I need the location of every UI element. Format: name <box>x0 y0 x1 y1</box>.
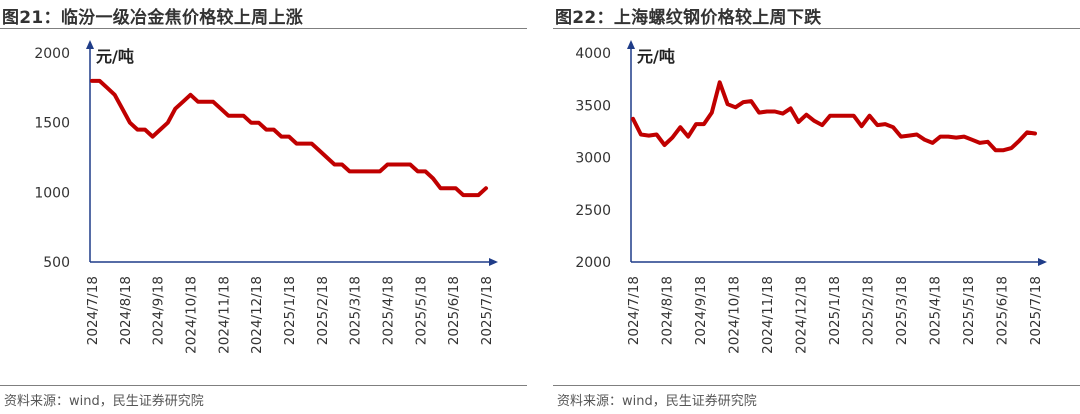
y-unit-label: 元/吨 <box>637 47 675 66</box>
x-tick-label: 2024/10/18 <box>727 276 743 354</box>
x-tick-label: 2024/7/18 <box>626 276 642 345</box>
x-tick-label: 2025/2/18 <box>315 276 331 345</box>
y-tick-label: 3000 <box>575 151 611 167</box>
y-tick-label: 4000 <box>575 46 611 62</box>
x-tick-label: 2025/1/18 <box>282 276 298 345</box>
y-tick-label: 1000 <box>34 185 70 201</box>
x-tick-label: 2024/9/18 <box>151 276 167 345</box>
x-tick-label: 2025/2/18 <box>861 276 877 345</box>
series-line <box>631 80 1037 153</box>
x-tick-label: 2025/3/18 <box>348 276 364 345</box>
x-tick-label: 2024/10/18 <box>184 276 200 354</box>
y-tick-label: 1500 <box>34 116 70 132</box>
x-tick-label: 2024/12/18 <box>794 276 810 354</box>
x-axis-arrow-icon <box>489 258 498 266</box>
y-tick-label: 2000 <box>34 46 70 62</box>
title-rule <box>0 28 527 29</box>
source-note: 资料来源：wind，民生证券研究院 <box>4 394 204 409</box>
x-tick-label: 2025/3/18 <box>894 276 910 345</box>
x-tick-label: 2025/1/18 <box>827 276 843 345</box>
chart-panel-rebar: 图22：上海螺纹钢价格较上周下跌 元/吨 2000 2500 3000 3500 4000… <box>553 0 1080 414</box>
x-tick-label: 2025/7/18 <box>479 276 495 345</box>
x-tick-label: 2024/11/18 <box>216 276 232 354</box>
x-tick-label: 2025/4/18 <box>928 276 944 345</box>
y-axis-arrow-icon <box>86 40 94 49</box>
x-tick-label: 2024/8/18 <box>118 276 134 345</box>
x-axis-arrow-icon <box>1038 258 1047 266</box>
x-tick-label: 2025/6/18 <box>446 276 462 345</box>
chart-title: 图22：上海螺纹钢价格较上周下跌 <box>555 8 822 28</box>
x-tick-label: 2025/6/18 <box>995 276 1011 345</box>
x-tick-label: 2024/8/18 <box>660 276 676 345</box>
source-rule <box>0 385 527 386</box>
y-tick-label: 2000 <box>575 255 611 271</box>
chart-title: 图21：临汾一级冶金焦价格较上周上涨 <box>2 8 304 28</box>
source-note: 资料来源：wind，民生证券研究院 <box>557 394 757 409</box>
x-tick-label: 2024/11/18 <box>760 276 776 354</box>
y-axis-arrow-icon <box>627 40 635 49</box>
x-tick-label: 2025/5/18 <box>413 276 429 345</box>
x-tick-label: 2025/5/18 <box>961 276 977 345</box>
y-tick-label: 500 <box>43 255 70 271</box>
y-tick-label: 2500 <box>575 203 611 219</box>
x-tick-label: 2025/4/18 <box>381 276 397 345</box>
x-tick-label: 2025/7/18 <box>1028 276 1044 345</box>
line-chart-coke: 元/吨 500 1000 1500 2000 2024/7/18 2024/8/18 2024… <box>34 40 498 354</box>
series-line <box>90 78 488 198</box>
x-tick-label: 2024/12/18 <box>249 276 265 354</box>
line-chart-rebar: 元/吨 2000 2500 3000 3500 4000 2024/7/18 2024/8/1… <box>575 40 1047 354</box>
x-tick-label: 2024/9/18 <box>693 276 709 345</box>
y-tick-label: 3500 <box>575 98 611 114</box>
x-tick-label: 2024/7/18 <box>85 276 101 345</box>
y-unit-label: 元/吨 <box>96 47 134 66</box>
title-rule <box>553 28 1080 29</box>
chart-panel-coke: 图21：临汾一级冶金焦价格较上周上涨 元/吨 500 1000 1500 2000 202… <box>0 0 527 414</box>
source-rule <box>553 385 1080 386</box>
